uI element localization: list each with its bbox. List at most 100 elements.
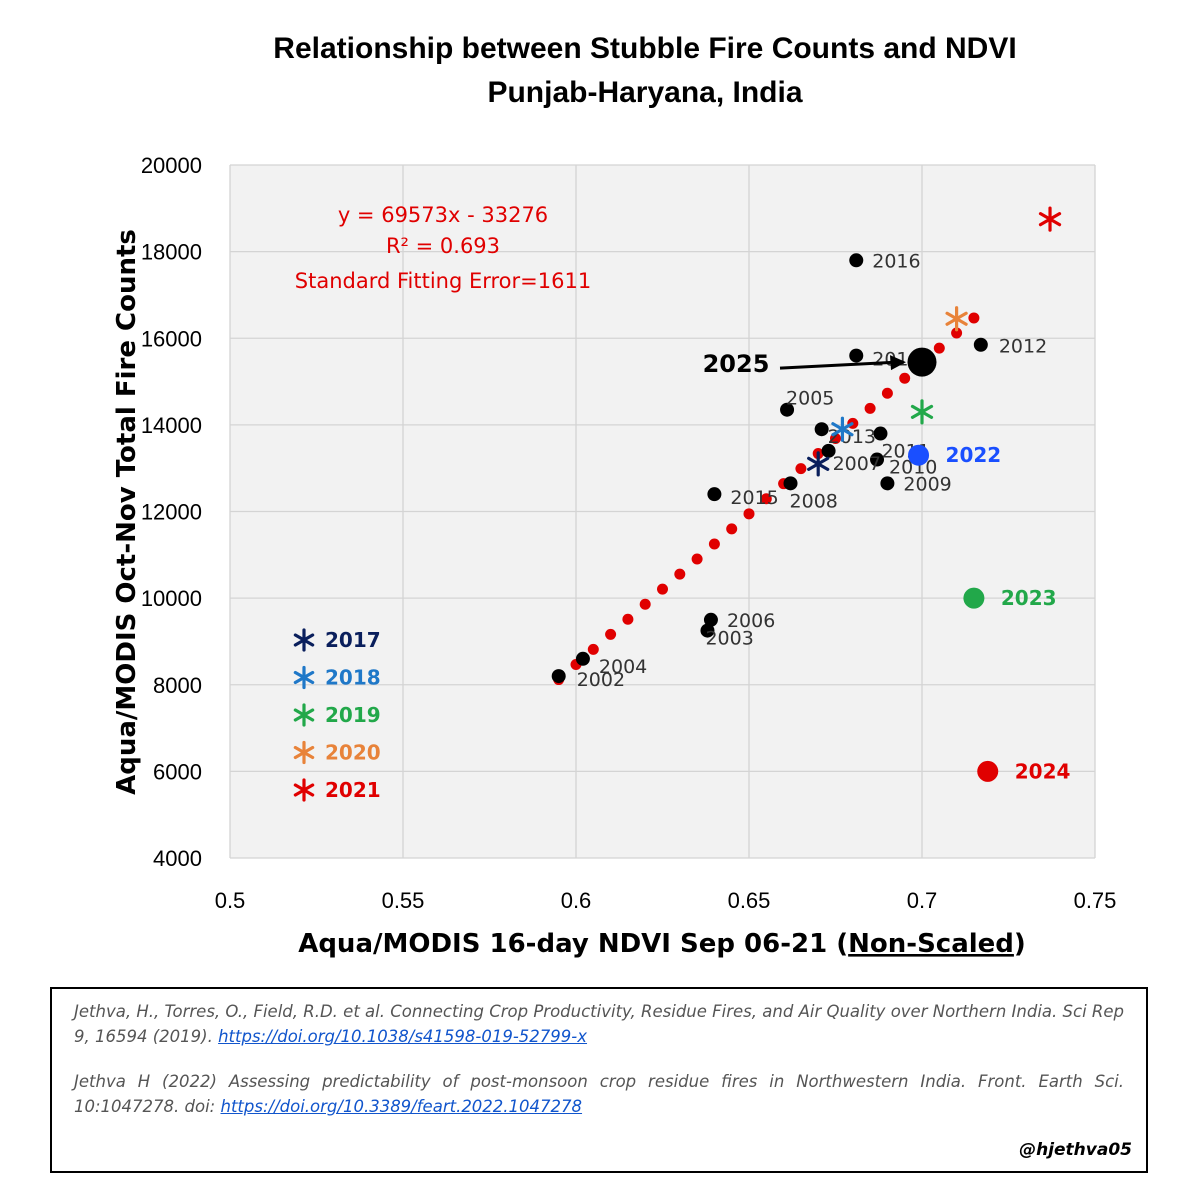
regression-dot <box>605 628 617 640</box>
legend-label-2019: 2019 <box>325 703 381 727</box>
point-2014 <box>849 348 864 363</box>
regression-dot <box>743 508 755 520</box>
regression-dot <box>864 402 876 414</box>
data-points <box>551 253 988 684</box>
regression-dot <box>795 463 807 475</box>
point-label-2008: 2008 <box>790 490 838 512</box>
x-axis-label: Aqua/MODIS 16-day NDVI Sep 06-21 (Non-Sc… <box>298 929 1026 959</box>
regression-dot <box>622 613 634 625</box>
reference-2: Jethva H (2022) Assessing predictability… <box>74 1069 1124 1119</box>
point-2015 <box>707 487 722 502</box>
legend-asterisk-2021 <box>293 778 315 802</box>
legend-label-2021: 2021 <box>325 778 381 802</box>
reference-2-link[interactable]: https://doi.org/10.3389/feart.2022.10472… <box>220 1097 583 1116</box>
y-axis-label: Aqua/MODIS Oct-Nov Total Fire Counts <box>112 229 142 795</box>
legend-asterisk-2018 <box>293 665 315 690</box>
legend-label-2017: 2017 <box>325 628 381 652</box>
current-point-2025 <box>907 347 937 377</box>
asterisk-stroke <box>293 633 315 647</box>
asterisk-stroke <box>910 404 934 419</box>
y-tick-label: 12000 <box>141 500 202 525</box>
x-tick-label: 0.65 <box>728 888 771 913</box>
point-2010 <box>870 452 885 467</box>
x-tick-label: 0.7 <box>907 888 938 913</box>
highlight-markers: 2022 2023 2024 <box>908 443 1070 783</box>
x-axis-label-end: ) <box>1014 929 1026 959</box>
asterisk-stroke <box>831 422 854 437</box>
asterisk-2018 <box>831 416 854 442</box>
current-label-2025: 2025 <box>703 350 770 378</box>
asterisk-stroke <box>293 670 315 685</box>
legend-label-2018: 2018 <box>325 666 381 690</box>
reference-1-link[interactable]: https://doi.org/10.1038/s41598-019-52799… <box>218 1027 588 1046</box>
point-2012 <box>973 337 988 352</box>
regression-dot <box>899 372 911 384</box>
regression-r2: R² = 0.693 <box>386 234 500 258</box>
asterisk-stroke <box>293 708 315 722</box>
x-axis-label-underlined: Non-Scaled <box>848 929 1014 959</box>
highlight-label-2023: 2023 <box>1001 586 1057 610</box>
annotation-arrow-shaft <box>779 360 899 370</box>
point-label-2004: 2004 <box>599 656 647 678</box>
y-tick-labels: 4000 6000 8000 10000 12000 14000 16000 18000 200… <box>141 153 202 871</box>
x-axis-label-main: Aqua/MODIS 16-day NDVI Sep 06-21 ( <box>298 929 848 959</box>
point-label-2003: 2003 <box>705 628 753 650</box>
point-2008 <box>783 476 798 491</box>
asterisk-markers <box>807 206 1062 477</box>
references-box: Jethva, H., Torres, O., Field, R.D. et a… <box>50 987 1148 1173</box>
asterisk-stroke <box>945 311 968 326</box>
point-2006 <box>703 612 718 627</box>
asterisk-stroke <box>807 456 830 471</box>
regression-dot <box>726 523 738 535</box>
regression-dot <box>881 387 893 399</box>
point-2007 <box>821 443 836 458</box>
chart-title: Relationship between Stubble Fire Counts… <box>273 32 1016 65</box>
legend-asterisk-2020 <box>293 740 315 765</box>
y-tick-label: 18000 <box>141 240 202 265</box>
point-label-2015: 2015 <box>730 487 778 509</box>
point-label-2009: 2009 <box>903 473 951 495</box>
regression-dot <box>657 583 668 595</box>
point-label-2005: 2005 <box>786 388 834 410</box>
legend-asterisk-2017 <box>293 628 315 652</box>
point-2013 <box>814 422 829 437</box>
regression-dot <box>933 342 945 354</box>
regression-equation: y = 69573x - 33276 <box>338 203 548 227</box>
regression-dot <box>708 538 720 550</box>
y-tick-label: 14000 <box>141 413 202 438</box>
point-2005 <box>780 402 795 417</box>
reference-2-text: Jethva H (2022) Assessing predictability… <box>74 1072 1124 1116</box>
y-tick-label: 16000 <box>141 326 202 351</box>
asterisk-stroke <box>1038 212 1062 227</box>
regression-dot <box>691 553 703 565</box>
regression-dot <box>587 643 599 655</box>
point-2002 <box>551 669 566 684</box>
point-2016 <box>849 253 864 268</box>
asterisk-stroke <box>293 783 315 797</box>
highlight-label-2022: 2022 <box>946 443 1002 467</box>
asterisk-2021 <box>1038 206 1062 232</box>
y-tick-label: 8000 <box>153 673 202 698</box>
point-label-2013: 2013 <box>828 426 876 448</box>
x-tick-label: 0.75 <box>1074 888 1117 913</box>
regression-error: Standard Fitting Error=1611 <box>295 269 591 293</box>
asterisk-2017 <box>807 451 830 477</box>
regression-dot <box>760 493 772 505</box>
x-tick-labels: 0.5 0.55 0.6 0.65 0.7 0.75 <box>215 888 1117 913</box>
point-2004 <box>575 651 590 666</box>
x-tick-label: 0.5 <box>215 888 246 913</box>
y-tick-label: 20000 <box>141 153 202 178</box>
point-2003 <box>700 623 715 638</box>
y-tick-label: 4000 <box>153 846 202 871</box>
chart-subtitle: Punjab-Haryana, India <box>487 76 802 109</box>
annotation-arrow-head <box>890 355 906 371</box>
point-label-2006: 2006 <box>727 610 775 632</box>
current-year-annotation: 2025 <box>703 347 937 378</box>
legend: 2017 2018 2019 2020 2021 <box>293 628 381 802</box>
highlight-2024 <box>977 760 999 782</box>
scatter-chart: Relationship between Stubble Fire Counts… <box>112 32 1117 959</box>
point-label-2002: 2002 <box>577 669 625 691</box>
point-2009 <box>880 476 895 491</box>
gridlines <box>229 164 1096 859</box>
reference-1-text: Jethva, H., Torres, O., Field, R.D. et a… <box>74 1002 1124 1046</box>
